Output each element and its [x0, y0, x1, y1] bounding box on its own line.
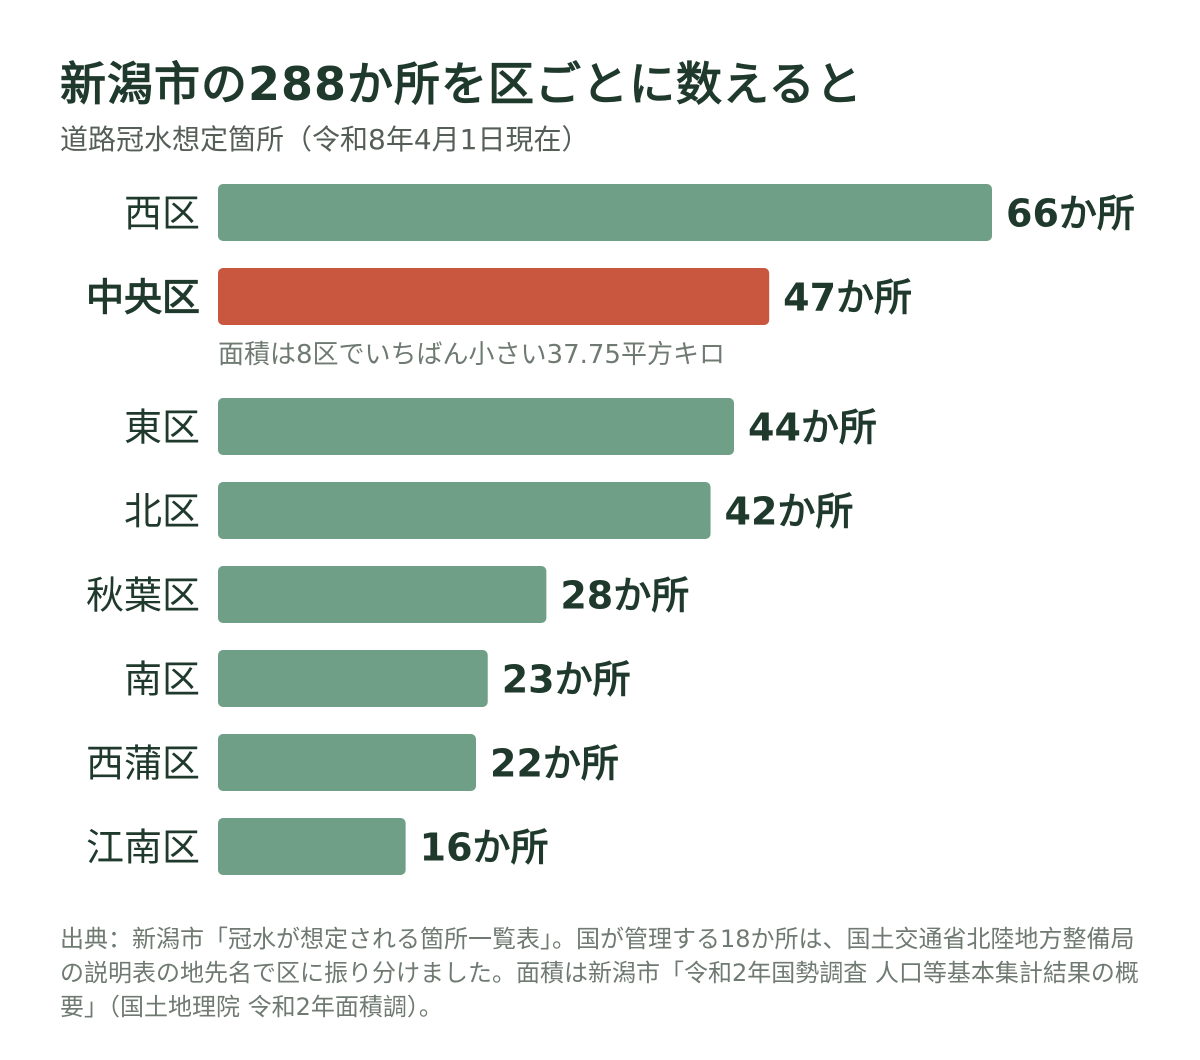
category-label: 南区	[124, 658, 200, 702]
bar	[218, 482, 711, 539]
category-label: 北区	[124, 490, 200, 534]
category-label: 中央区	[86, 276, 200, 320]
bar	[218, 734, 476, 791]
value-label: 42か所	[725, 490, 854, 534]
category-label: 西蒲区	[86, 742, 200, 786]
category-label: 東区	[124, 406, 200, 450]
chart-subtitle: 道路冠水想定箇所（令和8年4月1日現在）	[60, 123, 590, 156]
bar	[218, 268, 770, 325]
source-note: 出典：新潟市「冠水が想定される箇所一覧表」。国が管理する18か所は、国土交通省北…	[60, 925, 1139, 1021]
category-label: 秋葉区	[86, 574, 200, 618]
value-label: 28か所	[560, 574, 689, 618]
bar	[218, 566, 547, 623]
value-label: 22か所	[490, 742, 619, 786]
bar	[218, 818, 406, 875]
chart-title: 新潟市の288か所を区ごとに数えると	[60, 57, 863, 111]
bar-annotation: 面積は8区でいちばん小さい37.75平方キロ	[218, 340, 725, 370]
bar	[218, 398, 734, 455]
bar	[218, 184, 992, 241]
value-label: 44か所	[748, 406, 877, 450]
value-label: 47か所	[783, 276, 912, 320]
bar	[218, 650, 488, 707]
value-label: 16か所	[420, 826, 549, 870]
category-label: 西区	[124, 192, 200, 236]
category-label: 江南区	[86, 826, 200, 870]
value-label: 66か所	[1006, 192, 1135, 236]
value-label: 23か所	[502, 658, 631, 702]
